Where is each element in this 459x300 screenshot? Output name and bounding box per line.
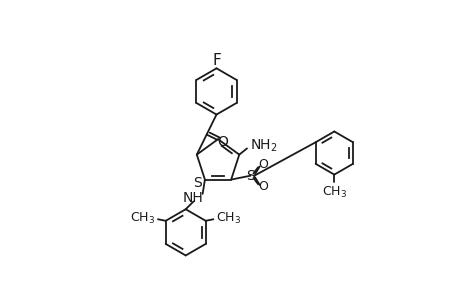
Text: O: O xyxy=(217,135,228,149)
Text: CH$_3$: CH$_3$ xyxy=(129,211,155,226)
Text: O: O xyxy=(258,180,268,193)
Text: S: S xyxy=(246,169,254,183)
Text: NH$_2$: NH$_2$ xyxy=(250,137,277,154)
Text: F: F xyxy=(212,53,220,68)
Text: O: O xyxy=(258,158,268,171)
Text: CH$_3$: CH$_3$ xyxy=(216,211,241,226)
Text: S: S xyxy=(193,176,202,190)
Text: CH$_3$: CH$_3$ xyxy=(321,184,346,200)
Text: NH: NH xyxy=(183,191,203,205)
